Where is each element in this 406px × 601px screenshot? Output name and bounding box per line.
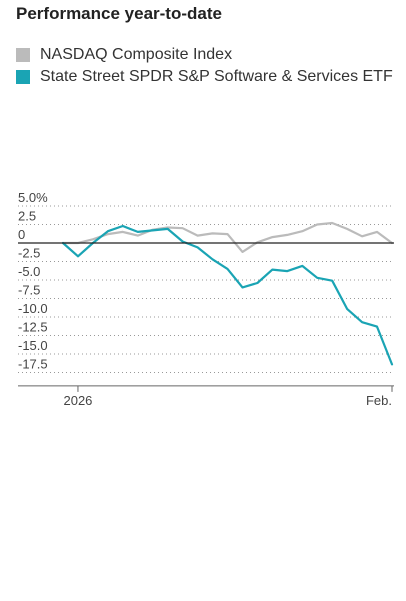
y-tick-label: -5.0 [18,264,40,279]
legend-swatch-etf [16,70,30,84]
y-tick-label: 5.0% [18,190,48,205]
legend-item-etf: State Street SPDR S&P Software & Service… [16,66,396,88]
y-tick-label: 2.5 [18,209,36,224]
legend-label-nasdaq: NASDAQ Composite Index [40,46,233,63]
legend-label-etf: State Street SPDR S&P Software & Service… [40,68,393,85]
series-line-nasdaq [61,221,394,253]
series-line-etf [61,224,394,366]
y-tick-label: -7.5 [18,283,40,298]
y-tick-label: -15.0 [18,338,48,353]
legend-item-nasdaq: NASDAQ Composite Index [16,44,396,66]
y-tick-label: -17.5 [18,357,48,372]
x-tick-label: Feb. [366,393,392,408]
y-tick-label: -2.5 [18,246,40,261]
legend-swatch-nasdaq [16,48,30,62]
y-tick-label: -12.5 [18,320,48,335]
y-tick-label: 0 [18,227,25,242]
x-tick-label: 2026 [63,393,92,408]
chart-title: Performance year-to-date [16,4,222,23]
legend: NASDAQ Composite Index State Street SPDR… [16,44,396,88]
y-tick-label: -10.0 [18,301,48,316]
